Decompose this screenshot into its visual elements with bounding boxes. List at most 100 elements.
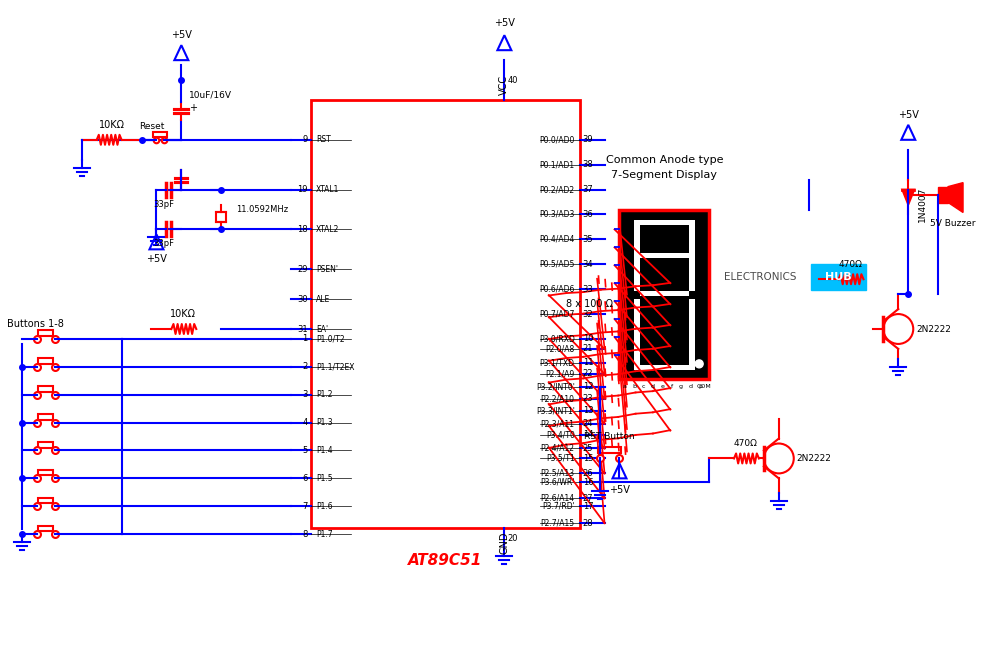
Text: 31: 31 [297, 324, 308, 333]
Text: 10: 10 [583, 335, 593, 343]
Text: a: a [623, 384, 626, 389]
Text: 6: 6 [302, 474, 308, 483]
Text: 8: 8 [302, 530, 308, 538]
Text: +5V: +5V [171, 30, 192, 40]
Text: PSEN': PSEN' [316, 265, 338, 273]
Bar [640, 252, 689, 258]
Text: P1.0/T2: P1.0/T2 [316, 335, 344, 343]
FancyBboxPatch shape [811, 264, 866, 290]
Text: P2.1/A9: P2.1/A9 [545, 369, 575, 378]
Text: p: p [698, 384, 702, 389]
Bar [689, 299, 695, 370]
Text: 21: 21 [583, 345, 593, 353]
Text: 39: 39 [583, 135, 593, 144]
Text: P1.5: P1.5 [316, 474, 332, 483]
Text: 33pF: 33pF [153, 239, 174, 248]
Text: P2.3/A11: P2.3/A11 [541, 419, 575, 428]
Text: 10KΩ: 10KΩ [170, 309, 196, 319]
Text: VCC: VCC [499, 75, 509, 95]
Bar [38, 470, 53, 475]
Text: 18: 18 [297, 225, 308, 234]
Text: 7: 7 [302, 501, 308, 511]
Text: P2.4/A12: P2.4/A12 [541, 444, 575, 453]
Text: HUB: HUB [825, 272, 852, 282]
Text: +5V: +5V [898, 110, 919, 120]
Text: b: b [632, 384, 636, 389]
Text: P1.3: P1.3 [316, 418, 332, 427]
Text: 7-Segment Display: 7-Segment Display [611, 169, 717, 180]
Text: AT89C51: AT89C51 [408, 553, 482, 568]
Text: 15: 15 [583, 454, 593, 463]
Text: P2.7/A15: P2.7/A15 [541, 519, 575, 528]
Text: P1.1/T2EX: P1.1/T2EX [316, 362, 354, 371]
Text: P0.3/AD3: P0.3/AD3 [539, 210, 575, 219]
Text: 12: 12 [583, 382, 593, 391]
Bar [38, 386, 53, 391]
Text: Common Anode type: Common Anode type [606, 155, 723, 165]
Text: ELECTRONICS: ELECTRONICS [724, 272, 797, 282]
Bar [634, 299, 640, 370]
Text: RST: RST [316, 135, 331, 144]
Text: 470Ω: 470Ω [839, 260, 862, 270]
Text: COM: COM [697, 384, 712, 389]
Bar [640, 219, 689, 225]
Bar [38, 414, 53, 420]
Text: P1.7: P1.7 [316, 530, 332, 538]
Text: 10uF/16V: 10uF/16V [189, 90, 232, 100]
Text: c: c [642, 384, 645, 389]
Text: 22: 22 [583, 369, 593, 378]
Text: 4: 4 [303, 418, 308, 427]
Text: ALE: ALE [316, 295, 330, 304]
Text: 30: 30 [297, 295, 308, 304]
Text: d: d [689, 384, 693, 389]
Text: P0.6/AD6: P0.6/AD6 [539, 285, 575, 294]
Text: 11.0592MHz: 11.0592MHz [236, 205, 288, 214]
Bar [640, 291, 689, 296]
Bar [311, 100, 580, 528]
Text: 8 x 100 Ω: 8 x 100 Ω [566, 299, 613, 309]
Text: P2.2/A10: P2.2/A10 [541, 394, 575, 403]
Text: 2N2222: 2N2222 [797, 454, 832, 463]
Text: 3: 3 [302, 390, 308, 399]
Text: P3.0/RXD: P3.0/RXD [539, 335, 575, 343]
Text: 9: 9 [303, 135, 308, 144]
Text: +5V: +5V [146, 254, 167, 264]
Bar [38, 526, 53, 531]
Text: 32: 32 [583, 310, 593, 318]
Bar [640, 291, 689, 296]
Text: +5V: +5V [494, 18, 515, 28]
Text: P3.6/WR': P3.6/WR' [540, 478, 575, 487]
Text: 10KΩ: 10KΩ [99, 120, 125, 130]
Text: P0.7/AD7: P0.7/AD7 [539, 310, 575, 318]
Text: d: d [651, 384, 655, 389]
Text: +5V: +5V [609, 485, 630, 496]
Bar [598, 447, 621, 453]
Text: P3.7/RD': P3.7/RD' [542, 501, 575, 511]
Circle shape [695, 360, 703, 368]
Text: P3.3/INT1': P3.3/INT1' [536, 406, 575, 415]
Text: 35: 35 [583, 235, 593, 244]
Text: P0.0/AD0: P0.0/AD0 [539, 135, 575, 144]
Text: P1.4: P1.4 [316, 446, 332, 455]
Bar [634, 219, 640, 291]
Polygon shape [948, 183, 963, 212]
Text: 20: 20 [507, 534, 518, 542]
Text: 33: 33 [583, 285, 593, 294]
Text: P3.1/TXD: P3.1/TXD [540, 358, 575, 367]
Text: 25: 25 [583, 444, 593, 453]
Text: GND: GND [499, 531, 509, 554]
Text: 17: 17 [583, 501, 593, 511]
Bar [640, 365, 689, 370]
Text: 16: 16 [583, 478, 593, 487]
Text: 2N2222: 2N2222 [916, 324, 951, 333]
Text: 23: 23 [583, 394, 593, 403]
Text: P0.2/AD2: P0.2/AD2 [540, 185, 575, 194]
Text: 38: 38 [583, 160, 593, 169]
Text: 11: 11 [583, 358, 593, 367]
Bar [38, 498, 53, 503]
Bar [153, 132, 167, 137]
Text: 40: 40 [507, 76, 518, 84]
Text: EA': EA' [316, 324, 328, 333]
Text: 26: 26 [583, 469, 593, 478]
Bar [38, 442, 53, 447]
